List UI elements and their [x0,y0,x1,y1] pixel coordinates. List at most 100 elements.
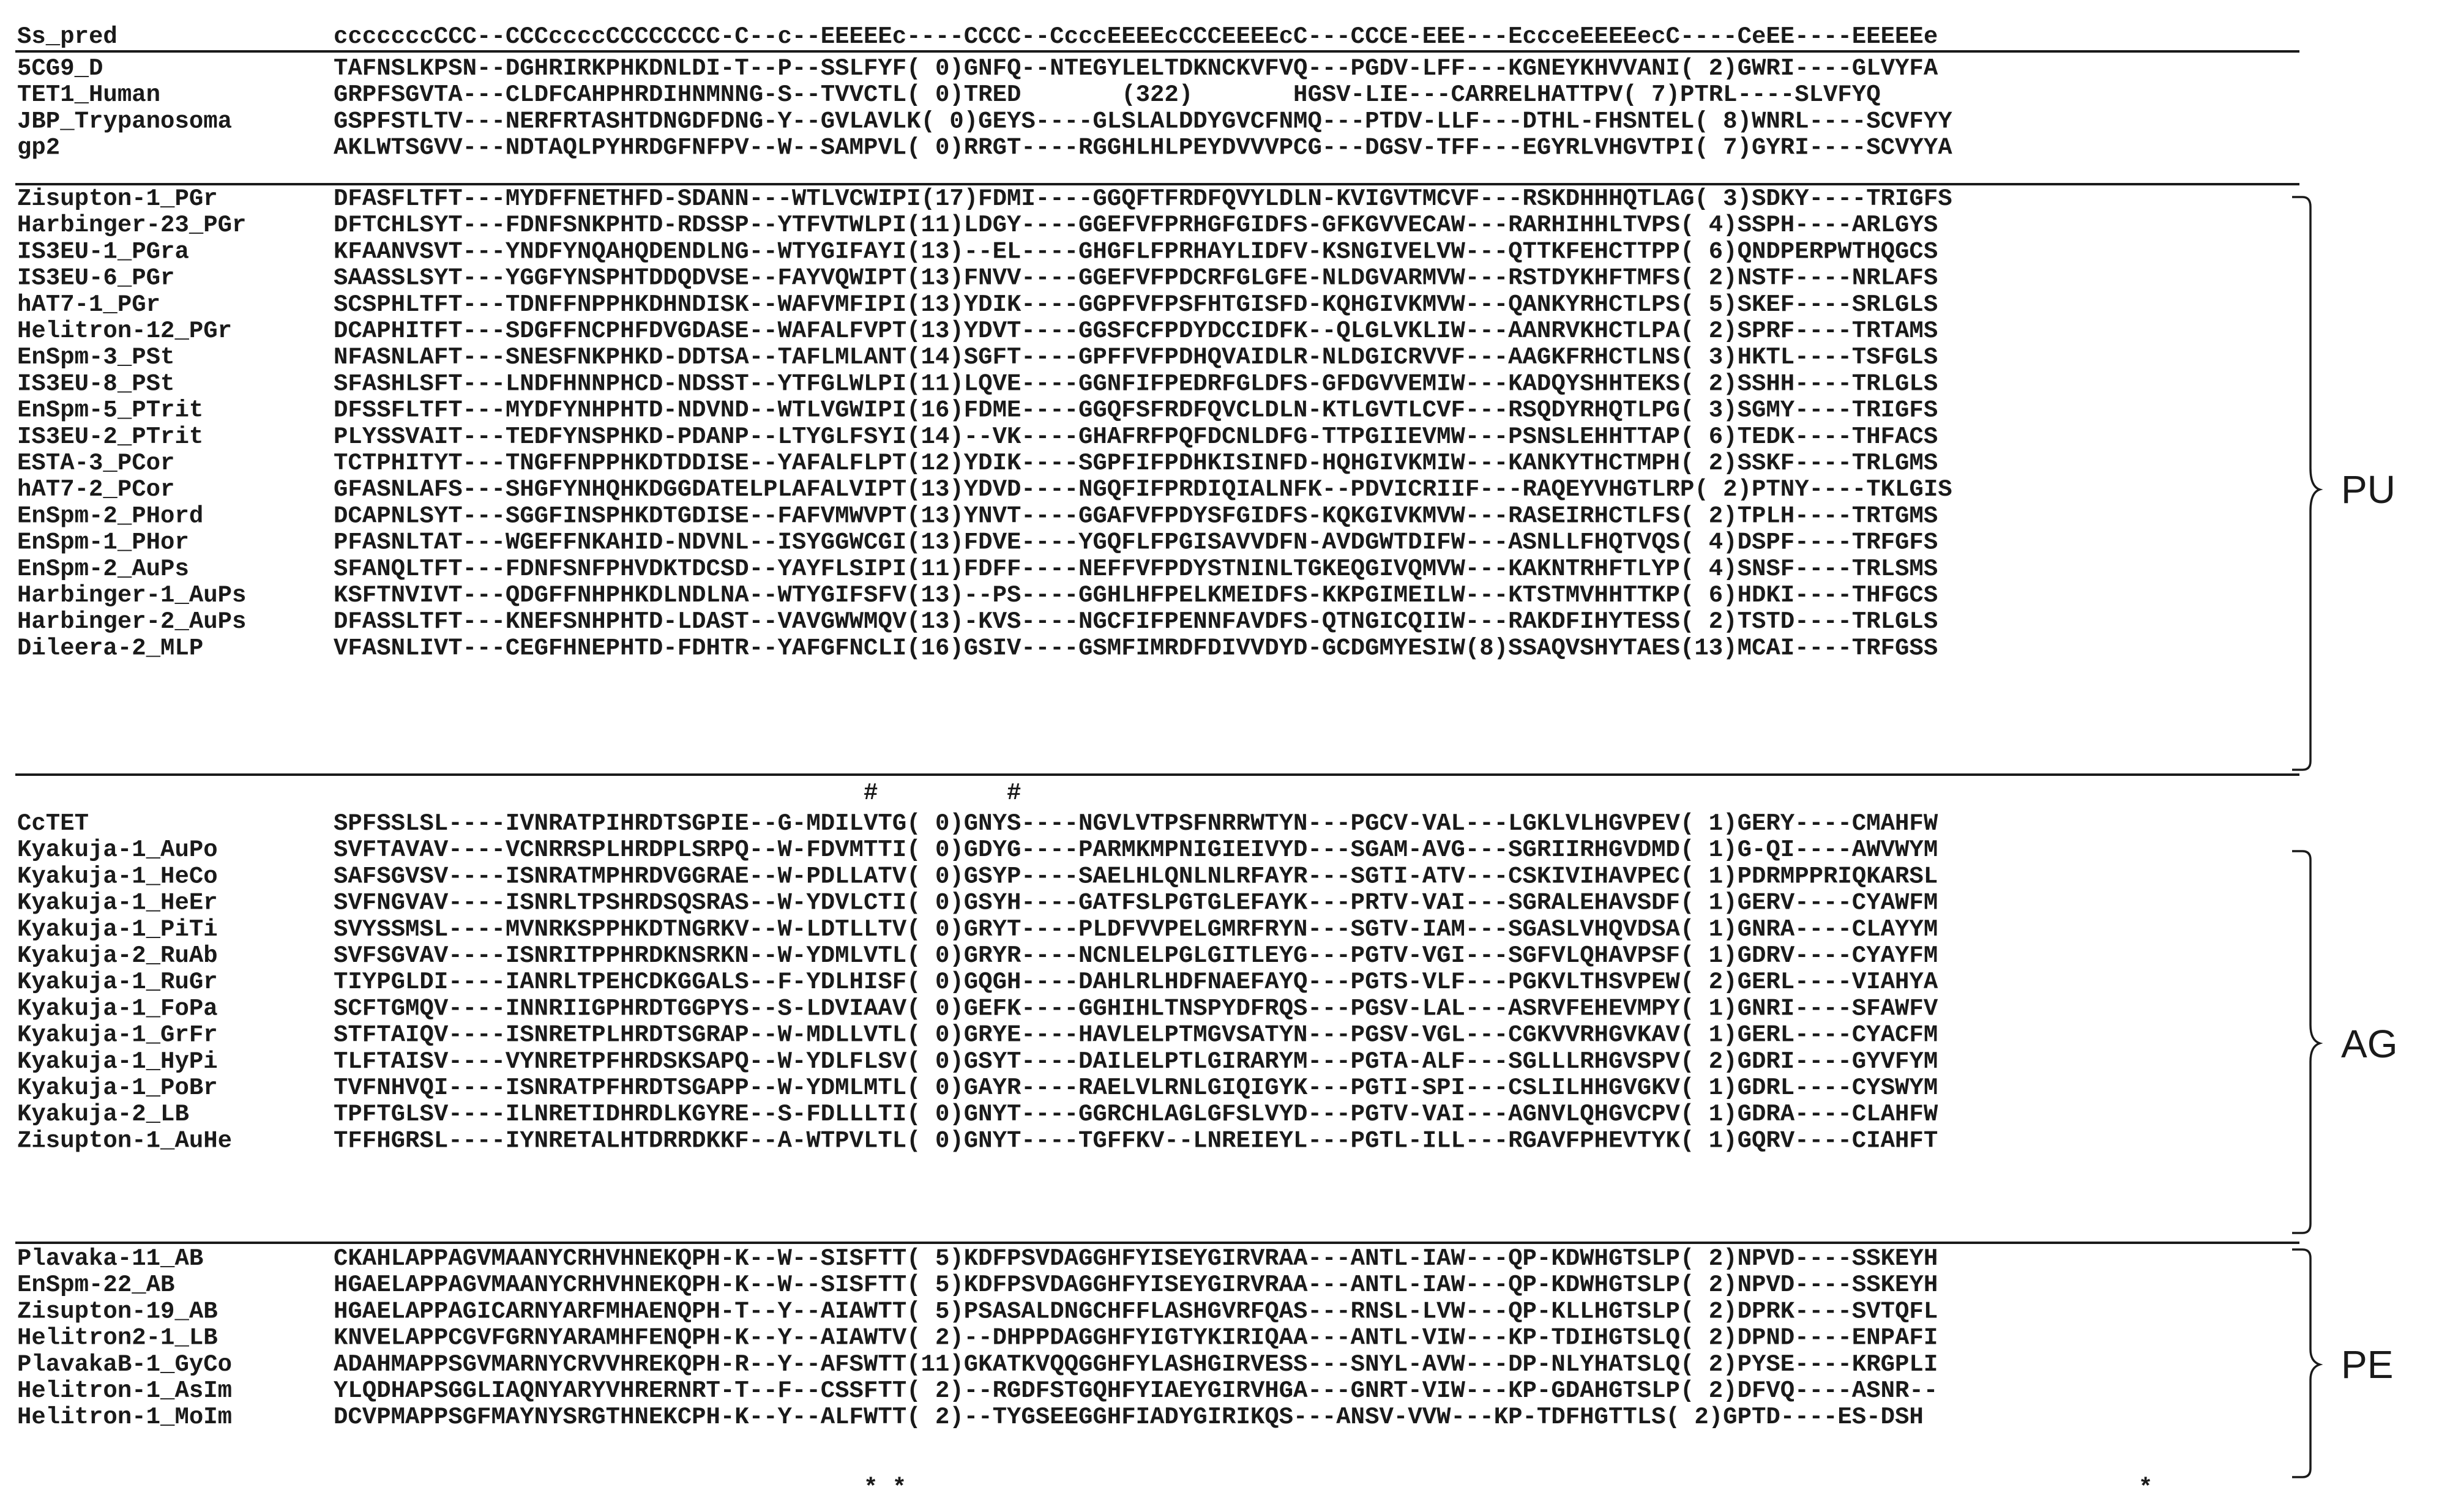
alignment-row: EnSpm-2_PHord DCAPNLSYT---SGGFINSPHKDTGDI… [17,502,1938,529]
alignment-row: 5CG9_D TAFNSLKPSN--DGHRIRKPHKDNLDI-T--P--… [17,55,1938,82]
aligned-sequence: GRPFSGVTA---CLDFCAHPHRDIHNMNNG-S--TVVCTL… [334,81,1881,108]
alignment-row: Helitron-12_PGr DCAPHITFT---SDGFFNCPHFDVG… [17,318,1938,344]
pe-bracket [2292,1248,2323,1478]
aligned-sequence: KSFTNVIVT---QDGFFNHPHKDLNDLNA--WTYGIFSFV… [334,582,1938,609]
alignment-row: ESTA-3_PCor TCTPHITYT---TNGFFNPPHKDTDDISE… [17,450,1938,477]
sequence-name: Plavaka-11_AB [17,1245,203,1272]
aligned-sequence: CKAHLAPPAGVMAANYCRHVHNEKQPH-K--W--SISFTT… [334,1245,1938,1272]
sequence-name: Zisupton-1_PGr [17,185,218,212]
alignment-row: EnSpm-1_PHor PFASNLTAT---WGEFFNKAHID-NDVN… [17,529,1938,556]
alignment-row: TET1_Human GRPFSGVTA---CLDFCAHPHRDIHNMNNG… [17,81,1881,108]
alignment-row: IS3EU-8_PSt SFASHLSFT---LNDFHNNPHCD-NDSST… [17,370,1938,397]
aligned-sequence: DFTCHLSYT---FDNFSNKPHTD-RDSSP--YTFVTWLPI… [334,212,1938,239]
header-name: Ss_pred [17,23,118,50]
aligned-sequence: KFAANVSVT---YNDFYNQAHQDENDLNG--WTYGIFAYI… [334,238,1938,265]
sequence-name: hAT7-1_PGr [17,291,160,318]
alignment-row: EnSpm-2_AuPs SFANQLTFT---FDNFSNFPHVDKTDCS… [17,556,1938,583]
alignment-row: EnSpm-3_PSt NFASNLAFT---SNESFNKPHKD-DDTSA… [17,344,1938,371]
pu-bracket [2292,196,2323,771]
alignment-row: Kyakuja-1_AuPo SVFTAVAV----VCNRRSPLHRDPLS… [17,836,1938,863]
alignment-row: Zisupton-1_AuHe TFFHGRSL----IYNRETALHTDRR… [17,1127,1938,1154]
alignment-row: Helitron-1_MoIm DCVPMAPPSGFMAYNYSRGTHNEKC… [17,1404,1924,1431]
alignment-row: Kyakuja-2_LB TPFTGLSV----ILNRETIDHRDLKGYR… [17,1101,1938,1128]
alignment-row: IS3EU-1_PGra KFAANVSVT---YNDFYNQAHQDENDLN… [17,238,1938,265]
alignment-row: Dileera-2_MLP VFASNLIVT---CEGFHNEPHTD-FDH… [17,635,1938,661]
aligned-sequence: TPFTGLSV----ILNRETIDHRDLKGYRE--S-FDLLLTI… [334,1101,1938,1128]
alignment-row: Harbinger-23_PGr DFTCHLSYT---FDNFSNKPHTD-… [17,212,1938,239]
alignment-row: Plavaka-11_AB CKAHLAPPAGVMAANYCRHVHNEKQPH… [17,1245,1938,1272]
sequence-name: EnSpm-2_AuPs [17,556,189,583]
aligned-sequence: AKLWTSGVV---NDTAQLPYHRDGFNFPV--W--SAMPVL… [334,135,1952,162]
sequence-name: Helitron-1_MoIm [17,1404,232,1431]
sequence-name: 5CG9_D [17,55,103,82]
sequence-name: gp2 [17,135,60,162]
sequence-name: EnSpm-5_PTrit [17,397,203,424]
ag-bracket [2292,850,2323,1234]
alignment-row: JBP_Trypanosoma GSPFSTLTV---NERFRTASHTDNG… [17,108,1952,135]
aligned-sequence: DCAPNLSYT---SGGFINSPHKDTGDISE--FAFVMWVPT… [334,502,1938,529]
aligned-sequence: SVYSSMSL----MVNRKSPPHKDTNGRKV--W-LDTLLTV… [334,916,1938,943]
alignment-row: hAT7-1_PGr SCSPHLTFT---TDNFFNPPHKDHNDISK-… [17,291,1938,318]
alignment-row: PlavakaB-1_GyCo ADAHMAPPSGVMARNYCRVVHREKQ… [17,1351,1938,1378]
sequence-name: hAT7-2_PCor [17,476,174,503]
alignment-row: Harbinger-2_AuPs DFASSLTFT---KNEFSNHPHTD-… [17,608,1938,635]
aligned-sequence: TAFNSLKPSN--DGHRIRKPHKDNLDI-T--P--SSLFYF… [334,55,1938,82]
sequence-name: Kyakuja-1_HeCo [17,863,218,890]
alignment-row: Zisupton-19_AB HGAELAPPAGICARNYARFMHAENQP… [17,1298,1938,1325]
sequence-name: CcTET [17,810,89,837]
alignment-row: Kyakuja-1_HyPi TLFTAISV----VYNRETPFHRDSKS… [17,1048,1938,1075]
alignment-row: EnSpm-22_AB HGAELAPPAGVMAANYCRHVHNEKQPH-K… [17,1272,1938,1298]
aligned-sequence: SAASSLSYT---YGGFYNSPHTDDQDVSE--FAYVQWIPT… [334,265,1938,292]
aligned-sequence: SFASHLSFT---LNDFHNNPHCD-NDSST--YTFGLWLPI… [334,370,1938,397]
alignment-row: IS3EU-2_PTrit PLYSSVAIT---TEDFYNSPHKD-PDA… [17,423,1938,450]
aligned-sequence: TIYPGLDI----IANRLTPEHCDKGGALS--F-YDLHISF… [334,969,1938,996]
aligned-sequence: YLQDHAPSGGLIAQNYARYVHRERNRT-T--F--CSSFTT… [334,1377,1938,1404]
aligned-sequence: KNVELAPPCGVFGRNYARAMHFENQPH-K--Y--AIAWTV… [334,1325,1938,1352]
sequence-name: IS3EU-1_PGra [17,238,189,265]
sequence-name: Kyakuja-1_HyPi [17,1048,218,1075]
aligned-sequence: DFSSFLTFT---MYDFYNHPHTD-NDVND--WTLVGWIPI… [334,397,1938,424]
sequence-name: Kyakuja-2_RuAb [17,942,218,969]
sequence-name: Kyakuja-1_PiTi [17,916,218,943]
alignment-row: Kyakuja-1_PoBr TVFNHVQI----ISNRATPFHRDTSG… [17,1074,1938,1101]
aligned-sequence: DFASSLTFT---KNEFSNHPHTD-LDAST--VAVGWWMQV… [334,608,1938,635]
group-label-ag: AG [2341,1022,2397,1066]
group-label-pe: PE [2341,1343,2393,1387]
alignment-rows: 5CG9_D TAFNSLKPSN--DGHRIRKPHKDNLDI-T--P--… [17,55,1952,1431]
aligned-sequence: DCAPHITFT---SDGFFNCPHFDVGDASE--WAFALFVPT… [334,318,1938,344]
alignment-row: Kyakuja-1_FoPa SCFTGMQV----INNRIIGPHRDTGG… [17,995,1938,1022]
alignment-row: Zisupton-1_PGr DFASFLTFT---MYDFFNETHFD-SD… [17,185,1952,212]
aligned-sequence: VFASNLIVT---CEGFHNEPHTD-FDHTR--YAFGFNCLI… [334,635,1938,661]
sequence-name: Kyakuja-1_FoPa [17,995,218,1022]
sequence-name: Kyakuja-1_PoBr [17,1074,218,1101]
aligned-sequence: DCVPMAPPSGFMAYNYSRGTHNEKCPH-K--Y--ALFWTT… [334,1404,1924,1431]
hash-marker-row: # # [334,780,1021,806]
sequence-name: Helitron2-1_LB [17,1325,218,1352]
alignment-row: Helitron-1_AsIm YLQDHAPSGGLIAQNYARYVHRERN… [17,1377,1938,1404]
aligned-sequence: SVFTAVAV----VCNRRSPLHRDPLSRPQ--W-FDVMTTI… [334,836,1938,863]
sequence-name: IS3EU-8_PSt [17,370,174,397]
alignment-row: EnSpm-5_PTrit DFSSFLTFT---MYDFYNHPHTD-NDV… [17,397,1938,424]
alignment-row: Kyakuja-1_HeEr SVFNGVAV----ISNRLTPSHRDSQS… [17,890,1938,917]
star-marker-row: * * * [334,1475,2153,1502]
aligned-sequence: HGAELAPPAGVMAANYCRHVHNEKQPH-K--W--SISFTT… [334,1272,1938,1298]
sequence-name: Zisupton-1_AuHe [17,1127,232,1154]
aligned-sequence: PLYSSVAIT---TEDFYNSPHKD-PDANP--LTYGLFSYI… [334,423,1938,450]
sequence-name: Zisupton-19_AB [17,1298,218,1325]
sequence-name: Helitron-1_AsIm [17,1377,232,1404]
aligned-sequence: STFTAIQV----ISNRETPLHRDTSGRAP--W-MDLLVTL… [334,1022,1938,1049]
alignment-row: Harbinger-1_AuPs KSFTNVIVT---QDGFFNHPHKDL… [17,582,1938,609]
sequence-name: EnSpm-22_AB [17,1272,174,1298]
sequence-name: PlavakaB-1_GyCo [17,1351,232,1378]
sequence-name: Kyakuja-1_RuGr [17,969,218,996]
sequence-name: Kyakuja-1_HeEr [17,890,218,917]
sequence-name: JBP_Trypanosoma [17,108,232,135]
group-label-pu: PU [2341,467,2396,512]
header-sequence: cccccccCCC--CCCccccCCCCCCCC-C--c--EEEEEc… [334,23,1938,50]
aligned-sequence: DFASFLTFT---MYDFFNETHFD-SDANN---WTLVCWIP… [334,185,1952,212]
sequence-name: Dileera-2_MLP [17,635,203,661]
aligned-sequence: TVFNHVQI----ISNRATPFHRDTSGAPP--W-YDMLMTL… [334,1074,1938,1101]
alignment-row: Helitron2-1_LB KNVELAPPCGVFGRNYARAMHFENQP… [17,1325,1938,1352]
aligned-sequence: ADAHMAPPSGVMARNYCRVVHREKQPH-R--Y--AFSWTT… [334,1351,1938,1378]
